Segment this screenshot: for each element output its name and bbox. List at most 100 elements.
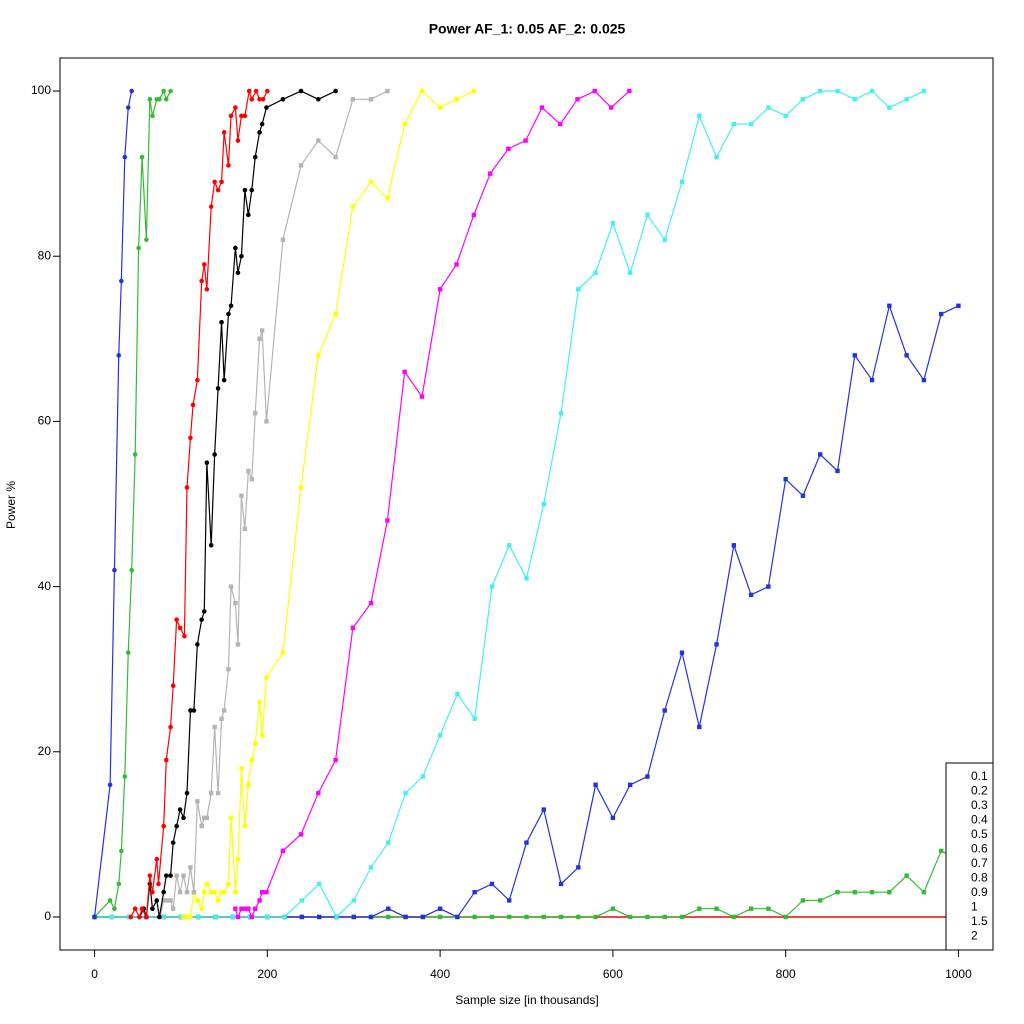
point bbox=[299, 898, 305, 903]
point bbox=[181, 815, 186, 821]
point bbox=[316, 790, 321, 796]
point bbox=[887, 303, 892, 308]
chart-title: Power AF_1: 0.05 AF_2: 0.025 bbox=[429, 21, 626, 37]
point bbox=[139, 906, 145, 912]
point bbox=[253, 906, 258, 911]
point bbox=[221, 889, 227, 895]
point bbox=[645, 914, 650, 920]
point bbox=[116, 881, 122, 887]
plot-layer bbox=[92, 88, 961, 939]
point bbox=[938, 848, 944, 854]
point bbox=[558, 410, 564, 416]
point bbox=[128, 914, 134, 920]
point bbox=[136, 245, 141, 251]
point bbox=[539, 105, 545, 110]
point bbox=[887, 105, 892, 110]
point bbox=[253, 410, 258, 416]
point bbox=[592, 88, 597, 94]
point bbox=[835, 468, 840, 474]
y-tick-label: 40 bbox=[38, 579, 52, 593]
point bbox=[154, 856, 160, 862]
point bbox=[204, 460, 210, 466]
point bbox=[156, 881, 161, 887]
point bbox=[576, 287, 581, 292]
point bbox=[228, 303, 234, 309]
point bbox=[177, 807, 183, 812]
point bbox=[119, 278, 124, 284]
point bbox=[226, 311, 231, 317]
point bbox=[576, 914, 581, 920]
point bbox=[235, 642, 241, 647]
point bbox=[230, 914, 235, 920]
point bbox=[610, 815, 616, 821]
point bbox=[766, 584, 771, 589]
point bbox=[195, 377, 200, 383]
point bbox=[168, 873, 173, 878]
point bbox=[249, 187, 255, 193]
legend-label: 0.2 bbox=[971, 784, 988, 798]
point bbox=[122, 154, 128, 160]
point bbox=[557, 121, 563, 127]
point bbox=[748, 592, 754, 598]
point bbox=[402, 369, 407, 375]
point bbox=[112, 906, 117, 912]
point bbox=[161, 88, 166, 94]
point bbox=[679, 650, 685, 655]
point bbox=[437, 733, 443, 738]
point bbox=[122, 774, 128, 779]
point bbox=[869, 377, 875, 383]
point bbox=[215, 790, 221, 796]
point bbox=[184, 889, 190, 895]
point bbox=[679, 179, 685, 185]
point bbox=[233, 889, 238, 895]
point bbox=[157, 96, 162, 102]
point bbox=[219, 319, 224, 325]
legend-label: 1 bbox=[971, 900, 978, 914]
point bbox=[264, 419, 269, 424]
point bbox=[333, 757, 338, 763]
point bbox=[260, 96, 266, 102]
legend-label: 0.8 bbox=[971, 871, 988, 885]
point bbox=[129, 88, 135, 94]
point bbox=[199, 278, 204, 284]
point bbox=[228, 584, 234, 589]
point bbox=[199, 906, 204, 911]
point bbox=[246, 212, 251, 218]
point bbox=[714, 642, 719, 647]
point bbox=[177, 625, 183, 631]
legend-label: 0.7 bbox=[971, 856, 988, 870]
point bbox=[221, 377, 227, 383]
point bbox=[249, 96, 255, 102]
point bbox=[403, 914, 408, 920]
point bbox=[437, 287, 443, 292]
point bbox=[887, 889, 892, 895]
point bbox=[264, 675, 269, 680]
point bbox=[298, 163, 304, 168]
point bbox=[593, 270, 598, 275]
point bbox=[921, 88, 927, 94]
point bbox=[252, 154, 258, 160]
point bbox=[420, 774, 426, 779]
point bbox=[239, 493, 244, 498]
point bbox=[541, 807, 546, 812]
point bbox=[188, 708, 193, 713]
point bbox=[471, 212, 477, 218]
point bbox=[852, 97, 857, 102]
legend-label: 0.4 bbox=[971, 813, 988, 827]
point bbox=[257, 96, 262, 102]
point bbox=[662, 914, 667, 920]
point bbox=[221, 130, 227, 135]
point bbox=[119, 848, 124, 854]
point bbox=[679, 914, 685, 920]
point bbox=[558, 881, 564, 887]
point bbox=[368, 914, 374, 920]
point bbox=[201, 609, 207, 614]
point bbox=[904, 97, 909, 102]
point bbox=[869, 889, 875, 895]
point bbox=[507, 543, 512, 548]
point bbox=[800, 898, 806, 903]
point bbox=[242, 906, 248, 911]
point bbox=[662, 708, 667, 713]
point bbox=[178, 914, 184, 920]
